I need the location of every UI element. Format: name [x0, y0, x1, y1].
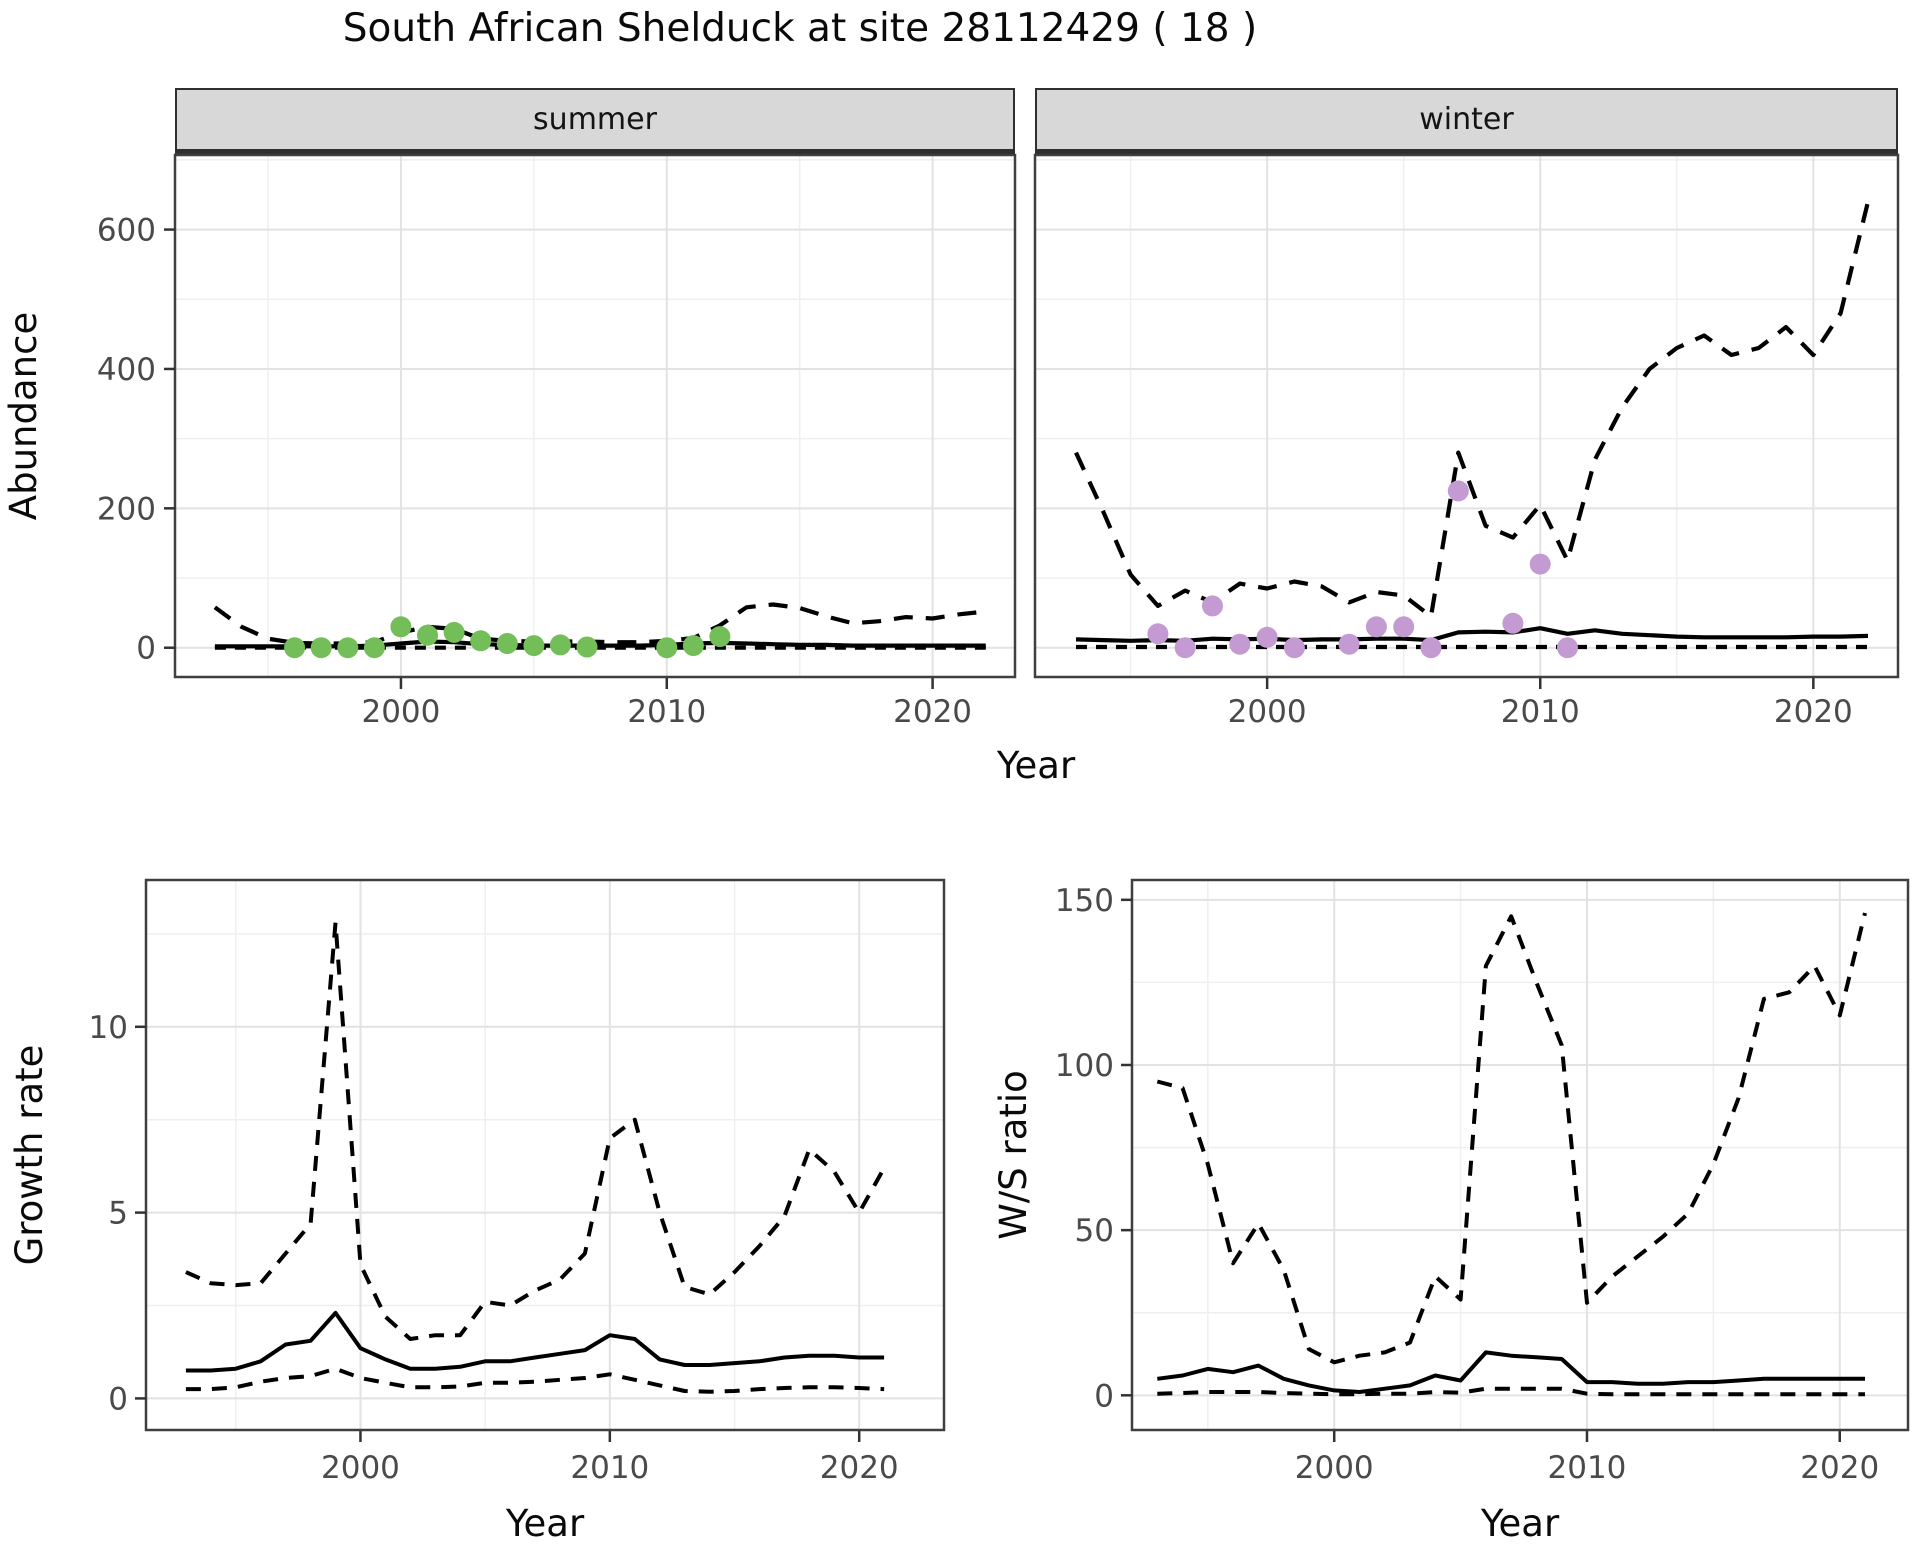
facet-strip-summer: summer: [175, 88, 1015, 155]
series-lower-ci: [185, 1366, 885, 1394]
x-tick-label: 2000: [1228, 694, 1307, 730]
summer-count-point: [496, 633, 518, 654]
y-tick-label: 600: [97, 213, 156, 249]
winter-count-point: [1338, 633, 1360, 655]
summer-count-point: [549, 634, 571, 656]
summer-count-point: [337, 637, 359, 659]
summer-count-point: [576, 636, 598, 658]
winter-count-point: [1283, 637, 1305, 659]
panel-abundance-summer: 2000 2010 2020 0 200 400 600: [97, 153, 1017, 730]
y-tick-label: 200: [97, 491, 156, 527]
summer-count-point: [390, 616, 412, 638]
x-tick-label: 2000: [321, 1450, 400, 1486]
winter-count-point: [1502, 612, 1524, 634]
y-tick-label: 50: [1075, 1213, 1114, 1249]
series-upper-ci: [185, 920, 886, 1341]
x-tick-label: 2010: [570, 1450, 649, 1486]
series-median: [185, 1310, 885, 1373]
y-tick-label: 100: [1055, 1048, 1114, 1084]
abundance-axis-title: Abundance: [2, 312, 45, 520]
y-tick-label: 0: [136, 631, 156, 667]
winter-count-point: [1420, 637, 1442, 659]
series-upper-ci: [1156, 912, 1867, 1365]
winter-count-point: [1147, 623, 1169, 645]
winter-count-point: [1229, 633, 1251, 655]
summer-count-point: [310, 637, 332, 659]
y-tick-label: 10: [89, 1010, 128, 1046]
winter-count-point: [1557, 637, 1578, 659]
panel-border: [1130, 878, 1910, 1432]
summer-count-point: [523, 635, 545, 657]
panel-abundance-winter: 2000 2010 2020: [1033, 153, 1900, 730]
summer-count-point: [709, 626, 731, 648]
winter-count-point: [1447, 480, 1469, 502]
winter-count-point: [1365, 616, 1387, 638]
y-tick-label: 5: [108, 1196, 128, 1232]
facet-strip-winter: winter: [1035, 88, 1898, 155]
panel-border: [144, 878, 946, 1432]
x-tick-label: 2000: [361, 694, 440, 730]
x-tick-label: 2020: [820, 1450, 899, 1486]
ws-x-axis-title: Year: [1480, 1502, 1560, 1545]
series-upper-ci: [213, 602, 987, 646]
summer-count-point: [363, 637, 385, 659]
summer-count-point: [443, 621, 465, 643]
summer-count-point: [417, 624, 438, 646]
winter-count-point: [1393, 616, 1415, 638]
summer-count-point: [656, 637, 678, 659]
y-tick-label: 400: [97, 352, 156, 388]
y-tick-label: 150: [1055, 883, 1114, 919]
winter-count-point: [1256, 626, 1278, 648]
facet-strip-winter-label: winter: [1419, 102, 1514, 137]
summer-count-point: [284, 637, 306, 659]
x-tick-label: 2020: [1800, 1450, 1879, 1486]
x-tick-label: 2010: [1501, 694, 1580, 730]
summer-count-point: [682, 635, 704, 657]
x-tick-label: 2010: [1548, 1450, 1627, 1486]
x-tick-label: 2010: [627, 694, 706, 730]
winter-count-point: [1174, 637, 1196, 659]
x-tick-label: 2020: [893, 694, 972, 730]
x-tick-label: 2020: [1774, 694, 1853, 730]
panel-border: [1033, 153, 1900, 679]
series-median: [1075, 626, 1869, 643]
series-median: [1157, 1350, 1865, 1394]
plot-title: South African Shelduck at site 28112429 …: [342, 6, 1258, 51]
series-upper-ci: [1074, 201, 1871, 619]
facet-strip-summer-label: summer: [533, 102, 657, 137]
y-tick-label: 0: [108, 1381, 128, 1417]
winter-count-point: [1202, 595, 1223, 617]
panel-border: [173, 153, 1017, 679]
panel-ws-ratio: 2000 2010 2020 0 50 100 150: [1055, 878, 1910, 1486]
growth-rate-axis-title: Growth rate: [8, 1045, 51, 1266]
ws-ratio-axis-title: W/S ratio: [992, 1070, 1035, 1240]
y-tick-label: 0: [1094, 1378, 1114, 1414]
series-lower-ci: [1157, 1386, 1865, 1397]
panel-growth-rate: 2000 2010 2020 0 5 10: [89, 878, 946, 1486]
top-x-axis-title: Year: [996, 744, 1076, 787]
winter-count-point: [1529, 553, 1551, 575]
x-tick-label: 2000: [1295, 1450, 1374, 1486]
summer-count-point: [470, 630, 492, 652]
growth-x-axis-title: Year: [505, 1502, 585, 1545]
